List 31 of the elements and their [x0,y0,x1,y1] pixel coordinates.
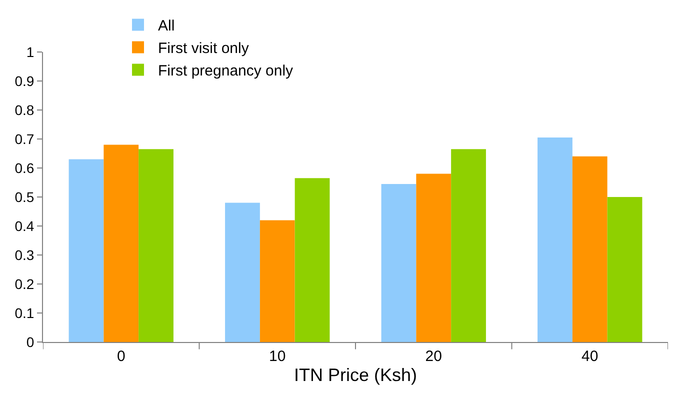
y-tick-label: 0.6 [14,160,34,176]
x-tick-label: 20 [425,348,442,365]
y-tick-label: 0.2 [14,276,34,292]
bar [381,184,416,342]
bar [68,159,104,342]
legend-label: First visit only [158,40,250,58]
y-tick-label: 0.3 [14,246,34,263]
bar [138,149,174,342]
x-tick-label: 0 [116,348,126,365]
legend-label: First pregnancy only [158,62,294,80]
y-tick-label: 0.4 [14,218,34,234]
y-tick-label: 0.9 [14,72,34,89]
bar [572,156,608,342]
bar [294,178,330,342]
y-tick-label: 0.8 [14,102,34,118]
y-tick-label: 0.1 [14,304,34,321]
y-tick-label: 0.7 [14,130,34,147]
bar [416,174,452,342]
x-tick-label: 40 [582,348,598,365]
bar [451,149,486,342]
x-axis-title: ITN Price (Ksh) [294,365,418,386]
y-tick-label: 0.5 [14,188,34,205]
y-tick-label: 0 [26,334,34,350]
legend-label: All [158,18,175,35]
bar [260,220,295,342]
x-tick-label: 10 [269,348,286,365]
bar [104,144,139,342]
y-tick-label: 1 [26,44,34,60]
bar [225,202,260,342]
bar [538,138,572,342]
bar [607,197,642,342]
